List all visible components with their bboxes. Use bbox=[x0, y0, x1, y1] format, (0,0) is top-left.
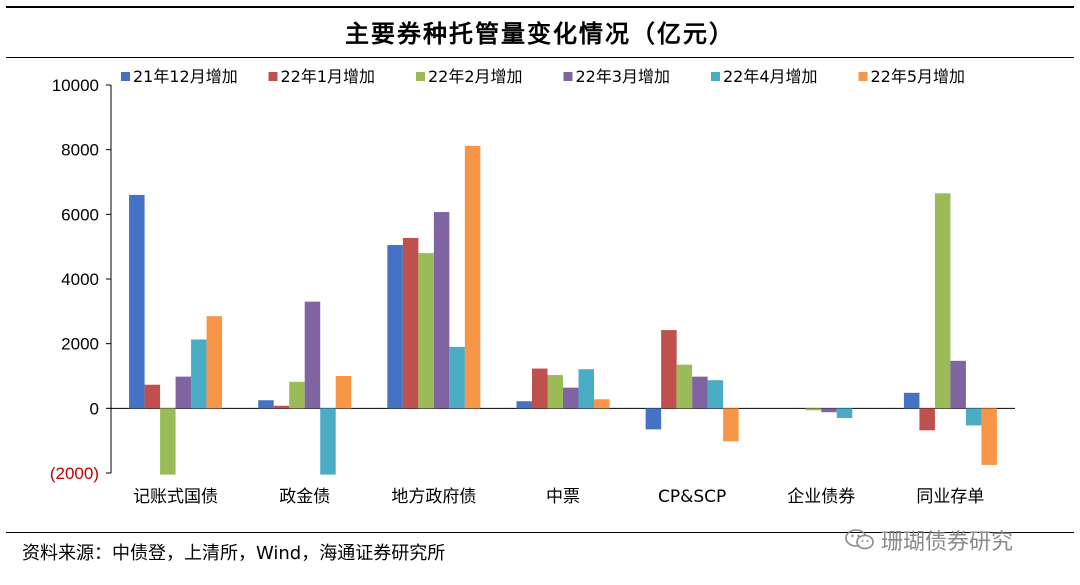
legend-label: 22年5月增加 bbox=[871, 67, 966, 86]
bar bbox=[418, 253, 434, 409]
bar bbox=[516, 401, 532, 409]
bar bbox=[578, 369, 594, 409]
bar bbox=[387, 245, 403, 409]
watermark-text: 珊瑚债券研究 bbox=[881, 530, 1014, 555]
source-note: 资料来源：中债登，上清所，Wind，海通证券研究所 bbox=[22, 543, 446, 564]
legend-swatch bbox=[563, 72, 573, 81]
bar bbox=[981, 408, 997, 465]
top-rule bbox=[6, 6, 1074, 8]
bar bbox=[464, 145, 481, 409]
bar bbox=[547, 375, 563, 409]
x-category-label: 企业债券 bbox=[787, 487, 855, 507]
legend-swatch bbox=[858, 72, 868, 81]
bar bbox=[661, 330, 677, 409]
bar bbox=[903, 392, 920, 409]
bar bbox=[965, 408, 982, 426]
legend-swatch bbox=[711, 72, 720, 81]
y-tick-label: 4000 bbox=[61, 270, 99, 289]
bar-chart: 10000 8000 6000 4000 2000 0 (2000) 记账式国债 政金债 地方政府… bbox=[50, 67, 1015, 507]
chart-title: 主要券种托管量变化情况（亿元） bbox=[345, 20, 735, 48]
bar bbox=[273, 405, 290, 409]
title-rule bbox=[6, 57, 1074, 58]
bar bbox=[934, 193, 951, 409]
bar bbox=[433, 212, 450, 409]
bar bbox=[449, 346, 465, 409]
legend-label: 22年2月增加 bbox=[428, 67, 523, 86]
bar bbox=[645, 408, 662, 430]
x-category-label: 地方政府债 bbox=[391, 487, 476, 507]
bar bbox=[532, 368, 548, 409]
bar bbox=[723, 408, 739, 442]
legend-swatch bbox=[121, 72, 130, 81]
bar bbox=[692, 376, 708, 409]
legend-label: 22年4月增加 bbox=[723, 67, 818, 86]
bar bbox=[919, 408, 935, 431]
y-tick-label: 0 bbox=[90, 399, 99, 418]
legend-label: 22年3月增加 bbox=[576, 67, 671, 86]
legend-swatch bbox=[416, 72, 425, 81]
bar bbox=[160, 408, 176, 475]
bar bbox=[175, 376, 192, 409]
bar bbox=[206, 316, 223, 409]
bar bbox=[191, 339, 207, 409]
x-category-label: 同业存单 bbox=[916, 487, 984, 507]
bar bbox=[129, 194, 145, 409]
legend-label: 22年1月增加 bbox=[281, 67, 376, 86]
bar bbox=[258, 400, 274, 409]
wechat-icon bbox=[845, 529, 874, 550]
bar bbox=[335, 376, 352, 409]
watermark: 珊瑚债券研究 bbox=[845, 524, 1013, 556]
x-category-label: 中票 bbox=[546, 487, 580, 507]
bar bbox=[144, 384, 161, 409]
bar bbox=[594, 399, 610, 409]
y-tick-label: 8000 bbox=[61, 141, 99, 160]
bar bbox=[289, 381, 305, 409]
bar bbox=[304, 301, 321, 409]
bar bbox=[805, 408, 822, 411]
bar bbox=[836, 408, 853, 419]
x-category-label: CP&SCP bbox=[658, 487, 726, 507]
bar bbox=[402, 237, 419, 409]
y-tick-label: (2000) bbox=[50, 464, 99, 483]
bottom-rule bbox=[6, 532, 1074, 533]
x-category-label: 记账式国债 bbox=[133, 487, 218, 507]
x-category-label: 政金债 bbox=[279, 487, 330, 507]
y-tick-label: 10000 bbox=[52, 76, 99, 95]
bar bbox=[821, 408, 837, 413]
bar bbox=[950, 360, 966, 409]
y-tick-label: 2000 bbox=[61, 335, 99, 354]
bar bbox=[676, 364, 693, 409]
y-tick-label: 6000 bbox=[61, 205, 99, 224]
bar bbox=[707, 380, 724, 409]
bar bbox=[320, 408, 336, 475]
legend-swatch bbox=[268, 72, 278, 81]
bar bbox=[563, 387, 579, 409]
legend-label: 21年12月增加 bbox=[133, 67, 238, 86]
